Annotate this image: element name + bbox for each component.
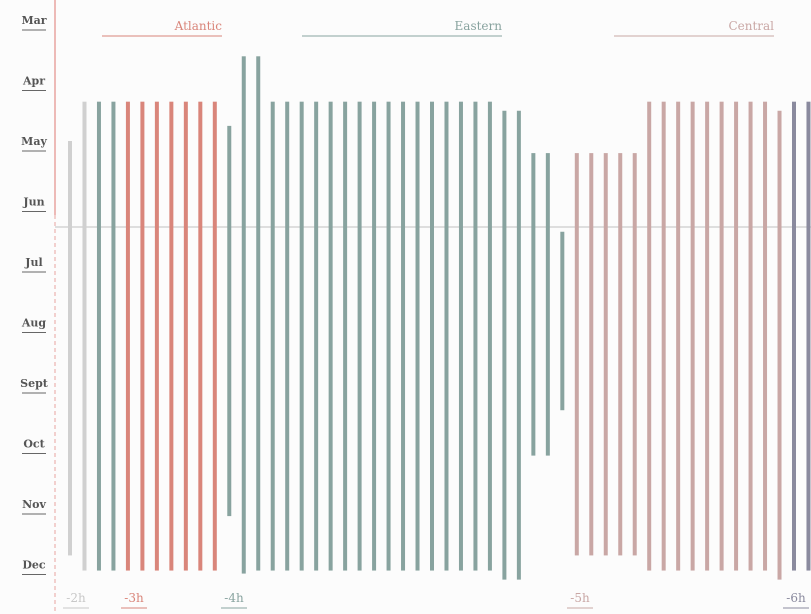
range-bar — [690, 101, 695, 571]
range-bar — [560, 231, 565, 411]
offset-label: -4h — [224, 591, 244, 605]
bars — [68, 56, 811, 580]
range-bar — [314, 101, 319, 571]
range-bar — [299, 101, 304, 571]
range-bar — [603, 153, 608, 556]
range-bar — [502, 110, 507, 580]
range-bar — [647, 101, 652, 571]
range-bar — [227, 125, 232, 517]
range-bar — [806, 101, 811, 571]
offset-label: -3h — [124, 591, 144, 605]
range-bar — [792, 101, 796, 571]
range-bar — [734, 101, 739, 571]
range-bar — [372, 101, 377, 571]
month-label: May — [21, 135, 47, 148]
range-bar — [357, 101, 362, 571]
month-label: Apr — [22, 75, 45, 88]
month-label: Aug — [21, 317, 47, 330]
month-label: Sept — [20, 377, 49, 390]
range-bar — [618, 153, 623, 556]
range-bar — [154, 101, 159, 571]
month-label: Jul — [24, 256, 42, 269]
range-bar — [415, 101, 420, 571]
month-label: Dec — [22, 559, 46, 572]
range-bar — [241, 56, 246, 574]
range-bar — [487, 101, 492, 571]
range-bar — [96, 101, 101, 571]
range-bar — [719, 101, 724, 571]
range-bar — [516, 110, 521, 580]
offset-labels: -2h -3h -4h -5h -6h — [63, 591, 809, 609]
offset-label: -6h — [786, 591, 806, 605]
zone-label: Central — [728, 19, 774, 33]
month-label: Oct — [23, 438, 45, 451]
range-bar — [444, 101, 449, 571]
range-bar — [169, 101, 174, 571]
range-bar — [676, 101, 681, 571]
range-bar — [661, 101, 666, 571]
zone-label: Atlantic — [174, 19, 223, 33]
range-bar — [777, 110, 782, 580]
range-bar — [111, 101, 116, 571]
range-bar — [125, 101, 130, 571]
month-label: Jun — [22, 196, 44, 209]
range-bar — [473, 101, 478, 571]
range-bar — [270, 101, 275, 571]
range-bar — [183, 101, 188, 571]
month-label: Nov — [22, 498, 46, 511]
range-bar — [212, 101, 217, 571]
range-bar — [82, 101, 87, 571]
range-bar — [574, 153, 579, 556]
range-bar — [531, 153, 536, 456]
range-bar — [632, 153, 637, 556]
range-bar — [545, 153, 550, 456]
range-bar — [763, 101, 768, 571]
month-label: Mar — [21, 14, 46, 27]
range-bar — [68, 141, 72, 556]
range-bar — [386, 101, 391, 571]
range-bar — [748, 101, 753, 571]
range-bar — [328, 101, 333, 571]
range-bar — [256, 56, 261, 571]
range-bar — [705, 101, 710, 571]
axis-layer: Mar Apr May Jun Jul Aug Sept Oct Nov Dec — [20, 0, 811, 614]
range-bar — [285, 101, 290, 571]
zone-headers: Atlantic Eastern Central — [102, 19, 774, 37]
zone-label: Eastern — [455, 19, 503, 33]
range-bar — [140, 101, 145, 571]
offset-label: -5h — [570, 591, 590, 605]
offset-label: -2h — [66, 591, 86, 605]
range-bar — [430, 101, 434, 571]
range-bar — [589, 153, 594, 556]
range-bar — [401, 101, 406, 571]
range-bar — [343, 101, 348, 571]
range-bar — [198, 101, 203, 571]
range-bar — [458, 101, 463, 571]
